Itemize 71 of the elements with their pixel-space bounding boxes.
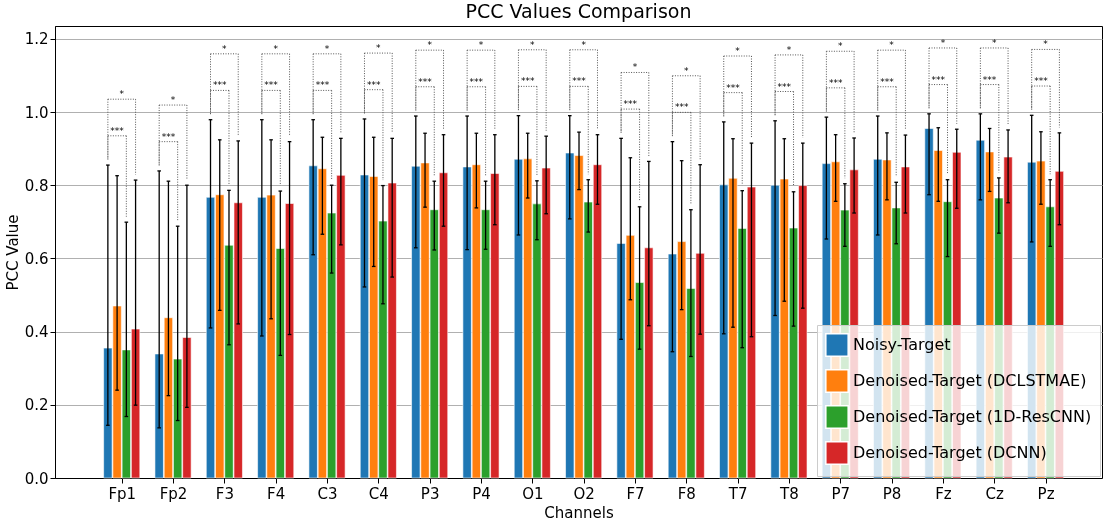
x-tick-label: F4 [267,484,286,503]
annotation: * [735,46,741,57]
y-tick-label: 0.6 [24,249,49,268]
annotation: *** [982,74,997,85]
annotation: *** [264,80,279,91]
y-tick-label: 1.2 [24,30,49,49]
legend-label: Denoised-Target (DCLSTMAE) [853,371,1087,390]
legend-label: Denoised-Target (DCNN) [853,443,1047,462]
annotation: * [632,62,638,73]
annotation: *** [674,102,689,113]
annotation: *** [315,80,330,91]
annotation: *** [777,81,792,92]
annotation: * [427,40,433,51]
chart-title: PCC Values Comparison [465,0,692,22]
annotation: * [889,40,895,51]
x-tick-label: T7 [727,484,748,503]
x-tick-label: P8 [882,484,902,503]
x-tick-label: Cz [985,484,1005,503]
annotation: * [170,95,176,106]
annotation: *** [931,74,946,85]
legend-label: Noisy-Target [853,335,951,354]
annotation: *** [161,131,176,142]
annotation: *** [213,80,227,91]
y-tick-label: 0.2 [24,396,49,415]
annotation: * [581,39,587,50]
annotation: *** [726,82,741,93]
annotation: *** [520,76,535,87]
annotation: * [991,37,997,48]
annotation: * [786,44,792,55]
annotation: * [222,43,228,54]
x-tick-label: Fp1 [108,484,137,503]
annotation: *** [828,77,843,88]
x-axis-title: Channels [544,503,614,522]
x-tick-label: T8 [779,484,799,503]
x-tick-label: Fp2 [159,484,188,503]
x-tick-label: F3 [215,484,234,503]
y-tick-label: 0.0 [24,469,49,488]
y-tick-label: 0.4 [24,323,49,342]
annotation: *** [623,99,638,110]
annotation: * [273,43,279,54]
x-tick-label: P3 [420,484,440,503]
annotation: * [838,41,843,52]
annotation: * [478,40,484,51]
y-axis-title: PCC Value [3,214,22,291]
y-tick-label: 0.8 [24,176,49,195]
annotation: *** [1034,76,1049,87]
x-tick-label: Fz [935,484,952,503]
annotation: *** [366,79,381,90]
x-tick-label: C3 [317,484,338,503]
annotation: *** [572,76,587,87]
y-tick-label: 1.0 [24,103,49,122]
annotation: * [324,43,330,54]
annotation: *** [880,76,895,87]
x-tick-label: P4 [472,484,491,503]
annotation: * [530,39,536,50]
annotation: * [376,43,382,54]
annotation: *** [418,76,433,87]
annotation: *** [469,76,484,87]
annotation: *** [110,125,125,136]
annotation: * [684,65,690,76]
legend-label: Denoised-Target (1D-ResCNN) [853,407,1092,426]
x-tick-label: P7 [831,484,851,503]
annotation: * [940,37,946,48]
x-tick-label: C4 [368,484,389,503]
annotation: * [1043,39,1049,50]
x-tick-label: O1 [522,484,544,503]
x-tick-label: F8 [677,484,696,503]
x-tick-label: F7 [626,484,645,503]
x-tick-label: Pz [1037,484,1055,503]
x-tick-label: O2 [573,484,595,503]
annotation: * [119,89,125,100]
